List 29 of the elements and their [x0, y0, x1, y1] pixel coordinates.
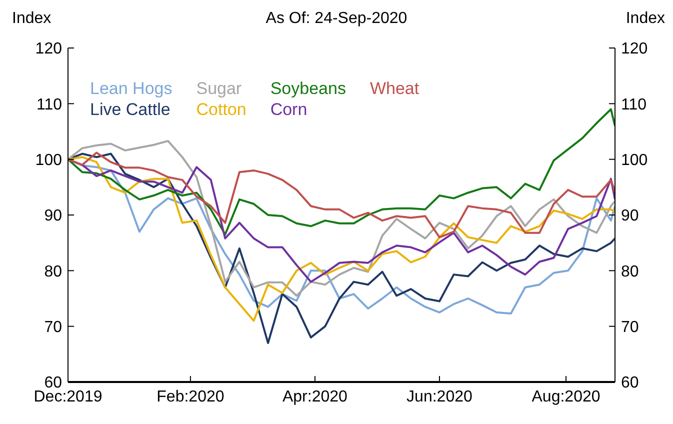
y2-tick-label: 110 — [621, 96, 647, 114]
y2-tick-label: 90 — [621, 208, 639, 225]
y2-tick-label: 60 — [621, 374, 639, 392]
y-tick-label: 80 — [44, 263, 62, 280]
y-tick-label: 110 — [36, 96, 62, 114]
text: Soybeans — [270, 78, 346, 99]
y-tick-label: 100 — [35, 152, 62, 170]
y-axis-title: Index — [12, 10, 52, 28]
y2-tick-label: 70 — [621, 319, 639, 336]
line-series — [68, 140, 615, 297]
x-tick-label: Aug:2020 — [532, 388, 600, 406]
y2-tick-label: 100 — [621, 152, 648, 170]
x-tick-label: Jun:2020 — [406, 388, 472, 406]
y2-tick-label: 80 — [621, 263, 639, 280]
y2-axis-title: Index — [626, 10, 665, 28]
text: Sugar — [196, 78, 243, 99]
text: Cotton — [196, 99, 246, 120]
y-tick-label: 90 — [44, 208, 62, 225]
text: Live Cattle — [90, 99, 172, 120]
x-tick-label: Apr:2020 — [282, 388, 348, 406]
x-tick-label: Feb:2020 — [156, 388, 224, 406]
text: Wheat — [370, 78, 420, 99]
chart-title: As Of: 24-Sep-2020 — [266, 10, 408, 27]
y-tick-label: 70 — [44, 319, 62, 336]
text: Corn — [270, 99, 308, 120]
y-tick-label: 120 — [35, 40, 62, 58]
text: Lean Hogs — [90, 78, 172, 99]
line-series — [68, 152, 615, 238]
y2-tick-label: 120 — [621, 40, 648, 58]
